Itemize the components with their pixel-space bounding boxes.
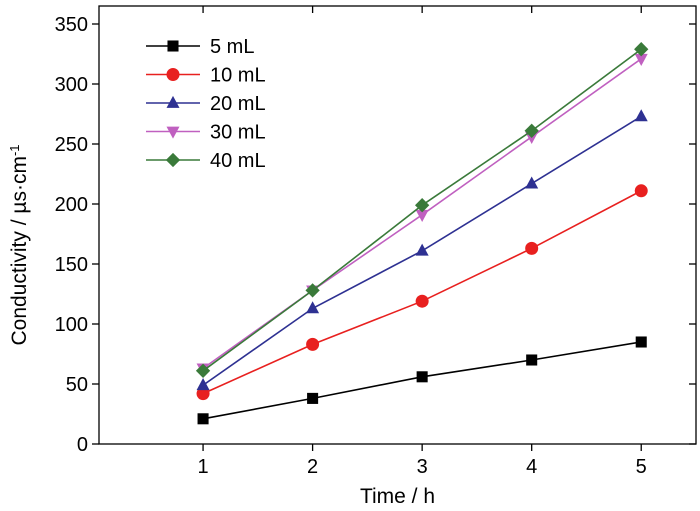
data-point: [416, 371, 428, 383]
legend-marker: [166, 126, 180, 139]
legend-entry: 20 mL: [146, 93, 266, 115]
y-tick-label: 50: [66, 374, 88, 396]
series-20-ml: [196, 109, 648, 391]
series-10-ml: [196, 184, 648, 401]
x-tick-label: 5: [636, 456, 647, 478]
x-tick-label: 1: [198, 456, 209, 478]
y-tick-label: 250: [55, 134, 88, 156]
legend-entry: 10 mL: [146, 65, 266, 87]
legend-marker: [166, 95, 180, 108]
data-point: [525, 176, 539, 189]
data-point: [635, 336, 647, 348]
data-point: [634, 42, 649, 57]
data-point: [634, 53, 648, 66]
legend-marker: [167, 40, 179, 52]
y-axis-title: Conductivity / µs·cm-1: [7, 144, 32, 345]
data-point: [634, 184, 648, 198]
legend-marker: [166, 68, 180, 81]
legend-label: 10 mL: [210, 65, 266, 87]
y-axis-title-text: Conductivity / µs·cm: [8, 156, 31, 345]
data-point: [524, 123, 539, 138]
data-point: [634, 109, 648, 122]
y-tick-label: 0: [77, 434, 88, 456]
data-point: [196, 387, 210, 401]
data-point: [307, 392, 319, 404]
data-point: [525, 241, 539, 255]
data-point: [306, 301, 320, 314]
data-point: [195, 363, 211, 378]
y-tick-label: 200: [55, 194, 88, 216]
legend-label: 30 mL: [210, 122, 266, 144]
x-axis-title: Time / h: [360, 485, 435, 508]
data-point: [415, 209, 429, 222]
series-40-ml: [195, 42, 649, 378]
data-point: [415, 294, 429, 308]
y-axis-title-superscript: -1: [7, 144, 22, 156]
data-point: [415, 243, 429, 256]
data-point: [306, 337, 320, 351]
x-tick-label: 2: [307, 456, 318, 478]
y-tick-label: 150: [55, 254, 88, 276]
y-tick-label: 100: [55, 314, 88, 336]
y-tick-label: 300: [55, 74, 88, 96]
plot-axes: [98, 5, 697, 445]
data-point: [196, 378, 210, 391]
data-point: [197, 413, 209, 425]
legend: 5 mL 10 mL 20 mL 30 mL 40 mL: [146, 36, 266, 172]
x-tick-label: 4: [526, 456, 537, 478]
data-point: [526, 354, 538, 366]
x-tick-label: 3: [417, 456, 428, 478]
legend-entry: 40 mL: [146, 150, 266, 172]
y-tick-label: 350: [55, 14, 88, 36]
data-point: [414, 198, 430, 213]
data-point: [305, 283, 320, 298]
data-series: [195, 42, 649, 425]
legend-marker: [165, 152, 181, 168]
series-5-ml: [197, 336, 647, 425]
legend-entry: 5 mL: [146, 36, 254, 58]
legend-label: 40 mL: [210, 150, 266, 172]
legend-label: 5 mL: [210, 36, 254, 58]
legend-entry: 30 mL: [146, 122, 266, 144]
plot-frame: [98, 5, 697, 445]
legend-label: 20 mL: [210, 93, 266, 115]
